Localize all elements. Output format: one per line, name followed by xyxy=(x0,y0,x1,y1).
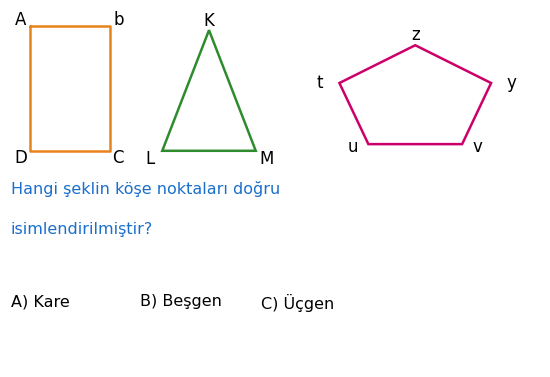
Text: A: A xyxy=(15,11,26,29)
Text: L: L xyxy=(146,150,155,168)
Text: t: t xyxy=(316,74,323,92)
Text: isimlendirilmiştir?: isimlendirilmiştir? xyxy=(11,222,153,238)
Text: Hangi şeklin köşe noktaları doğru: Hangi şeklin köşe noktaları doğru xyxy=(11,181,280,197)
Text: C: C xyxy=(113,149,124,167)
Text: b: b xyxy=(113,11,124,29)
Text: y: y xyxy=(506,74,516,92)
Text: A) Kare: A) Kare xyxy=(11,294,70,309)
Text: z: z xyxy=(411,26,420,44)
Text: D: D xyxy=(14,149,27,167)
Text: K: K xyxy=(204,12,214,30)
Text: u: u xyxy=(348,138,358,156)
Text: M: M xyxy=(260,150,274,168)
Text: B) Beşgen: B) Beşgen xyxy=(140,294,222,309)
Text: v: v xyxy=(472,138,482,156)
Text: C) Üçgen: C) Üçgen xyxy=(261,294,334,312)
